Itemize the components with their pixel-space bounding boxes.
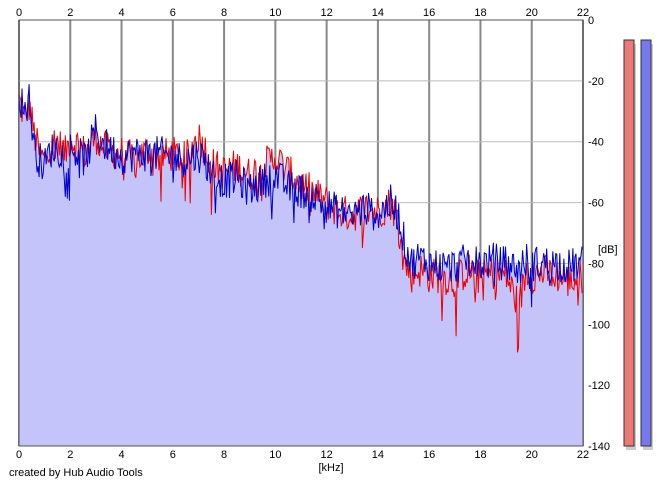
x-tick-label-bottom: 22	[577, 449, 589, 461]
x-tick-label-top: 16	[423, 7, 435, 19]
x-tick-label-bottom: 4	[118, 449, 124, 461]
credit-text: created by Hub Audio Tools	[9, 467, 143, 479]
x-axis-top-labels: 0 2 4 6 8 10 12 14 16 18 20 22	[16, 7, 589, 19]
x-tick-label-bottom: 8	[221, 449, 227, 461]
level-meter-right	[640, 39, 652, 447]
x-tick-label-bottom: 20	[526, 449, 538, 461]
y-tick-label: 0	[588, 15, 594, 27]
x-tick-label-bottom: 10	[269, 449, 281, 461]
x-tick-label-bottom: 16	[423, 449, 435, 461]
x-tick-label-top: 2	[67, 7, 73, 19]
x-tick-label-bottom: 0	[16, 449, 22, 461]
x-tick-label-top: 0	[16, 7, 22, 19]
x-tick-label-bottom: 14	[372, 449, 384, 461]
x-tick-label-top: 12	[321, 7, 333, 19]
y-tick-label: -40	[588, 137, 604, 149]
x-tick-label-bottom: 2	[67, 449, 73, 461]
x-tick-label-top: 20	[526, 7, 538, 19]
x-tick-label-top: 4	[118, 7, 124, 19]
y-tick-label: -60	[588, 198, 604, 210]
x-tick-label-top: 22	[577, 7, 589, 19]
x-tick-label-top: 18	[474, 7, 486, 19]
x-tick-label-top: 8	[221, 7, 227, 19]
level-meters	[623, 39, 653, 450]
right-channel-line	[18, 84, 584, 308]
y-tick-label: -20	[588, 76, 604, 88]
x-tick-label-top: 6	[170, 7, 176, 19]
plot-frame	[18, 19, 584, 447]
x-tick-label-top: 10	[269, 7, 281, 19]
x-tick-label-bottom: 6	[170, 449, 176, 461]
y-tick-label: -100	[588, 319, 610, 331]
spectrum-lines	[18, 84, 584, 353]
x-tick-label-bottom: 12	[321, 449, 333, 461]
y-tick-label: -120	[588, 380, 610, 392]
x-tick-label-top: 14	[372, 7, 384, 19]
x-axis-bottom-labels: 0 2 4 6 8 10 12 14 16 18 20 22	[16, 449, 589, 461]
y-axis-labels: 0 -20 -40 -60 -80 -100 -120 -140	[588, 15, 610, 453]
x-axis-label: [kHz]	[318, 462, 343, 474]
level-meter-left	[623, 39, 635, 447]
y-tick-label: -80	[588, 258, 604, 270]
y-axis-label: [dB]	[598, 244, 618, 256]
y-tick-label: -140	[588, 441, 610, 453]
x-tick-label-bottom: 18	[474, 449, 486, 461]
